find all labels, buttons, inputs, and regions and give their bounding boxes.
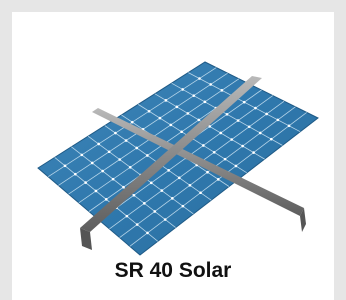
cell-dot <box>161 189 164 192</box>
cell-dot <box>153 210 156 213</box>
cell-dot <box>165 99 168 102</box>
cell-dot <box>213 151 216 154</box>
cell-dot <box>204 101 207 104</box>
cell-dot <box>91 162 94 165</box>
cell-dot <box>209 83 212 86</box>
cell-dot <box>171 197 174 200</box>
cell-dot <box>187 112 190 115</box>
product-caption: SR 40 Solar <box>12 259 334 283</box>
cell-dot <box>224 158 227 161</box>
cell-dot <box>118 158 121 161</box>
cell-dot <box>159 117 162 120</box>
cell-dot <box>133 194 136 197</box>
cell-dot <box>150 182 153 185</box>
cell-dot <box>241 145 244 148</box>
cell-dot <box>146 232 149 235</box>
cell-dot <box>198 77 201 80</box>
cell-dot <box>277 119 280 122</box>
cell-dot <box>146 154 149 157</box>
cell-dot <box>122 186 125 189</box>
cell-dot <box>221 89 224 92</box>
cell-dot <box>95 190 98 193</box>
cell-dot <box>74 173 77 176</box>
cell-dot <box>192 94 195 97</box>
cell-dot <box>230 138 233 141</box>
cell-dot <box>226 113 229 116</box>
cell-dot <box>101 170 104 173</box>
cell-dot <box>254 107 257 110</box>
cell-dot <box>202 144 205 147</box>
cell-dot <box>181 88 184 91</box>
cell-dot <box>114 132 117 135</box>
cell-dot <box>248 125 251 128</box>
cell-dot <box>252 151 255 154</box>
cell-dot <box>189 184 192 187</box>
cell-dot <box>135 147 138 150</box>
cell-dot <box>182 205 185 208</box>
cell-dot <box>176 106 179 109</box>
cell-dot <box>237 119 240 122</box>
cell-dot <box>199 191 202 194</box>
cell-dot <box>136 223 139 226</box>
panel-surface <box>38 62 318 255</box>
solar-panels <box>38 62 318 255</box>
cell-dot <box>108 150 111 153</box>
cell-dot <box>126 215 129 218</box>
cell-dot <box>217 178 220 181</box>
cell-dot <box>259 132 262 135</box>
cell-dot <box>131 121 134 124</box>
cell-dot <box>197 119 200 122</box>
cell-dot <box>105 198 108 201</box>
cell-dot <box>178 177 181 180</box>
cell-dot <box>112 178 115 181</box>
cell-dot <box>265 113 268 116</box>
cell-dot <box>164 218 167 221</box>
cell-dot <box>129 166 132 169</box>
cell-dot <box>81 154 84 157</box>
cell-dot <box>64 164 67 167</box>
cell-dot <box>167 169 170 172</box>
cell-dot <box>84 181 87 184</box>
cell-dot <box>143 202 146 205</box>
cell-dot <box>97 143 100 146</box>
cell-dot <box>125 139 128 142</box>
cell-dot <box>206 171 209 174</box>
product-image[interactable] <box>12 12 334 257</box>
product-card[interactable]: SR 40 Solar <box>12 12 334 300</box>
cell-dot <box>288 124 291 127</box>
cell-dot <box>243 101 246 104</box>
page: SR 40 Solar (() => { const data = JSON.p… <box>0 0 346 300</box>
cell-dot <box>219 132 222 135</box>
cell-dot <box>180 130 183 133</box>
cell-dot <box>235 165 238 168</box>
cell-dot <box>270 138 273 141</box>
cell-dot <box>148 110 151 113</box>
cell-dot <box>169 124 172 127</box>
